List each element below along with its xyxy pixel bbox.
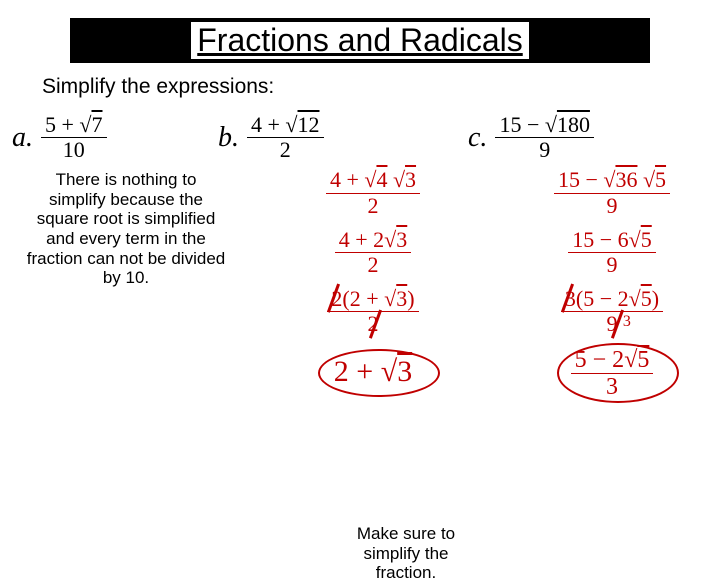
problem-b: b. 4 + √12 2 4 + √4 √3 2 4 + 2√3 2 2(2 +…	[218, 113, 468, 400]
cancel-slash-icon	[365, 311, 385, 339]
problem-c-label: c.	[468, 122, 487, 154]
problem-c-final: 5 − 2√5 3	[571, 347, 654, 401]
problem-c: c. 15 − √180 9 15 − √36 √5 9 15 − 6√5 9 …	[468, 113, 708, 400]
problem-b-step1: 4 + √4 √3 2	[326, 168, 420, 217]
instruction-text: Simplify the expressions:	[42, 75, 720, 99]
problem-b-steps: 4 + √4 √3 2 4 + 2√3 2 2(2 + √3) 2 2 + √3	[278, 168, 468, 388]
problem-b-fraction: 4 + √12 2	[247, 113, 324, 162]
problem-c-step2: 15 − 6√5 9	[568, 228, 656, 277]
problems-row: a. 5 + √7 10 There is nothing to simplif…	[0, 113, 720, 400]
problem-b-label: b.	[218, 122, 239, 154]
problem-a: a. 5 + √7 10 There is nothing to simplif…	[12, 113, 218, 400]
problem-c-step1: 15 − √36 √5 9	[554, 168, 670, 217]
problem-b-final: 2 + √3	[334, 355, 412, 389]
title-bar: Fractions and Radicals	[70, 18, 650, 63]
problem-b-step2: 4 + 2√3 2	[335, 228, 412, 277]
cancel-slash-icon	[557, 285, 577, 313]
circle-annotation-icon	[318, 349, 440, 397]
problem-c-step3: 3(5 − 2√5) 9 3	[561, 287, 663, 336]
cancel-slash-icon	[323, 285, 343, 313]
page-title: Fractions and Radicals	[191, 22, 528, 59]
problem-b-note: Make sure to simplify the fraction.	[346, 524, 466, 583]
problem-a-label: a.	[12, 122, 33, 154]
problem-b-step3: 2(2 + √3) 2	[327, 287, 418, 336]
problem-c-steps: 15 − √36 √5 9 15 − 6√5 9 3(5 − 2√5) 9 3 …	[516, 168, 708, 400]
problem-a-fraction: 5 + √7 10	[41, 113, 107, 162]
problem-c-fraction: 15 − √180 9	[495, 113, 594, 162]
problem-a-note: There is nothing to simplify because the…	[26, 170, 226, 287]
circle-annotation-icon	[557, 343, 679, 403]
